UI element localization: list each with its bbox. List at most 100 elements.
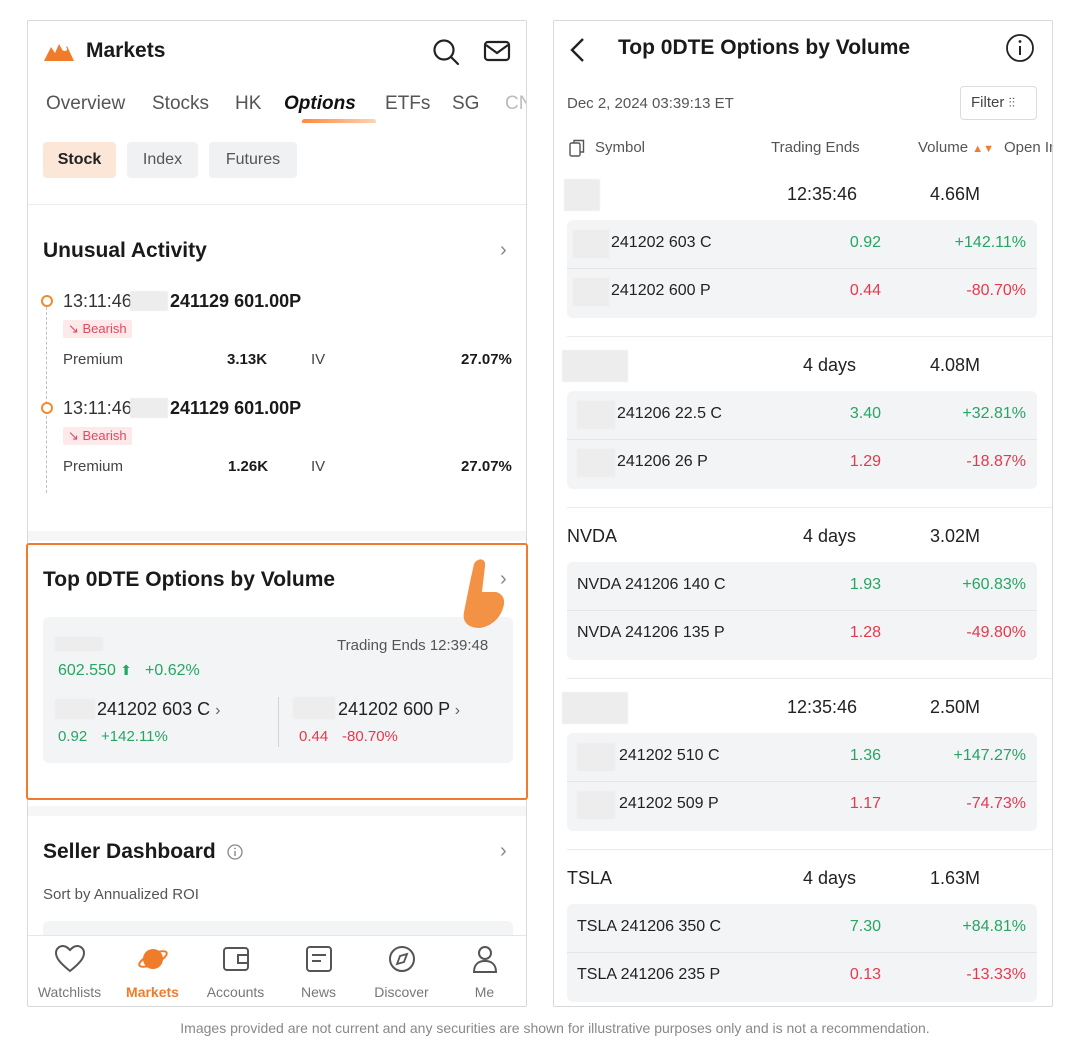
arrow-up-icon: ⬆ [120,662,133,678]
heart-icon [54,944,86,973]
contract-name[interactable]: 241206 26 P [617,453,708,470]
iv-label: IV [311,351,326,368]
tab-hk[interactable]: HK [235,93,262,114]
price-change: +0.62% [145,662,200,679]
activity-time: 13:11:46 [63,291,132,311]
chevron-right-icon[interactable]: › [500,840,507,862]
col-volume[interactable]: Volume ▲▼ [918,139,994,156]
group-volume: 1.63M [930,868,981,888]
activity-contract[interactable]: 241129 601.00P [170,398,302,418]
nav-label: Watchlists [37,984,102,1000]
group-separator [567,678,1052,679]
col-open-interest: Open In [1004,139,1053,156]
chevron-right-icon[interactable]: › [500,239,507,261]
contract-name[interactable]: TSLA 241206 235 P [577,966,721,983]
put-change: -80.70% [342,728,398,745]
contract-name[interactable]: NVDA 241206 135 P [577,624,725,641]
tab-stocks[interactable]: Stocks [152,93,210,114]
nav-accounts[interactable]: Accounts [194,936,277,1006]
nav-news[interactable]: News [277,936,360,1006]
market-tabs: Overview Stocks HK Options ETFs SG CN [46,93,526,123]
nav-label: Me [474,984,495,1000]
premium-value: 3.13K [227,351,268,368]
chip-futures[interactable]: Futures [209,142,297,178]
contract-price: 1.29 [849,453,881,470]
top-0dte-card[interactable]: Trading Ends 12:39:48 602.550 ⬆ +0.62% 2… [43,617,513,763]
premium-label: Premium [63,351,124,368]
tab-etfs[interactable]: ETFs [385,93,431,114]
group-volume: 2.50M [930,697,981,717]
filter-button[interactable]: Filter ⫶⫶ [960,86,1037,120]
contract-name[interactable]: TSLA 241206 350 C [577,918,722,935]
group-trading-ends: 4 days [803,526,857,546]
call-change: +142.11% [101,728,168,745]
active-tab-indicator [302,119,376,123]
chip-stock[interactable]: Stock [43,142,116,178]
group-symbol[interactable]: NVDA [567,526,618,546]
back-arrow-icon[interactable] [568,37,588,63]
group-trading-ends: 12:35:46 [787,184,858,204]
bottom-nav: Watchlists Markets Accounts News [28,935,526,1006]
redacted-symbol [577,401,615,429]
unusual-activity-title[interactable]: Unusual Activity [43,239,207,262]
tab-cn[interactable]: CN [505,93,526,114]
call-contract[interactable]: 241202 603 C › [97,699,220,720]
nav-discover[interactable]: Discover [360,936,443,1006]
contract-name[interactable]: 241202 600 P [611,282,711,299]
news-icon [306,946,332,972]
chip-index[interactable]: Index [127,142,198,178]
group-volume: 4.66M [930,184,981,204]
contract-name[interactable]: 241202 510 C [619,747,720,764]
divider [28,204,526,205]
nav-markets[interactable]: Markets [111,936,194,1006]
contract-name[interactable]: 241202 509 P [619,795,719,812]
row-divider [567,781,1037,782]
contract-change: -80.70% [966,282,1026,299]
redacted-symbol [562,350,628,382]
put-contract[interactable]: 241202 600 P › [338,699,460,720]
contract-price: 1.36 [849,747,881,764]
contract-price: 0.92 [849,234,881,251]
contract-change: +60.83% [962,576,1026,593]
nav-label: Discover [374,984,429,1000]
contracts-box: 241202 603 C 0.92 +142.11% 241202 600 P 0.44… [567,220,1037,318]
group-trading-ends: 4 days [803,355,857,375]
section-divider [28,806,526,816]
group-symbol[interactable]: TSLA [567,868,613,888]
contract-price: 3.40 [849,405,881,422]
nav-label: Markets [126,984,179,1000]
search-icon[interactable] [432,38,460,66]
chevron-right-icon: › [454,702,461,719]
price-value: 602.550 [58,662,116,679]
tab-overview[interactable]: Overview [46,93,126,114]
contract-name[interactable]: 241202 603 C [611,234,712,251]
contract-change: +147.27% [953,747,1026,764]
contract-name[interactable]: 241206 22.5 C [617,405,722,422]
iv-value: 27.07% [461,351,512,368]
timestamp: Dec 2, 2024 03:39:13 ET [567,95,734,112]
tab-sg[interactable]: SG [452,93,480,114]
nav-me[interactable]: Me [443,936,526,1006]
sliders-icon: ⫶⫶ [1008,95,1016,110]
mail-icon[interactable] [483,39,511,63]
bearish-badge: ↘ Bearish [63,427,132,445]
contract-change: -13.33% [966,966,1026,983]
row-divider [567,439,1037,440]
iv-label: IV [311,458,326,475]
top-0dte-screen: Top 0DTE Options by Volume Dec 2, 2024 0… [553,20,1053,1007]
contract-change: +142.11% [954,234,1026,251]
nav-watchlists[interactable]: Watchlists [28,936,111,1006]
activity-contract[interactable]: 241129 601.00P [170,291,302,311]
info-icon[interactable] [1005,33,1035,63]
app-logo-icon [44,44,74,61]
contract-name[interactable]: NVDA 241206 140 C [577,576,726,593]
redacted-symbol [577,449,615,477]
seller-dashboard-title[interactable]: Seller Dashboard [43,840,216,863]
contract-price: 0.44 [849,282,881,299]
tab-options[interactable]: Options [284,93,356,114]
chevron-right-icon[interactable]: › [500,568,507,590]
info-icon[interactable] [227,844,243,860]
contract-price: 0.13 [849,966,881,983]
top-0dte-title[interactable]: Top 0DTE Options by Volume [43,568,336,591]
copy-icon[interactable] [569,139,585,157]
